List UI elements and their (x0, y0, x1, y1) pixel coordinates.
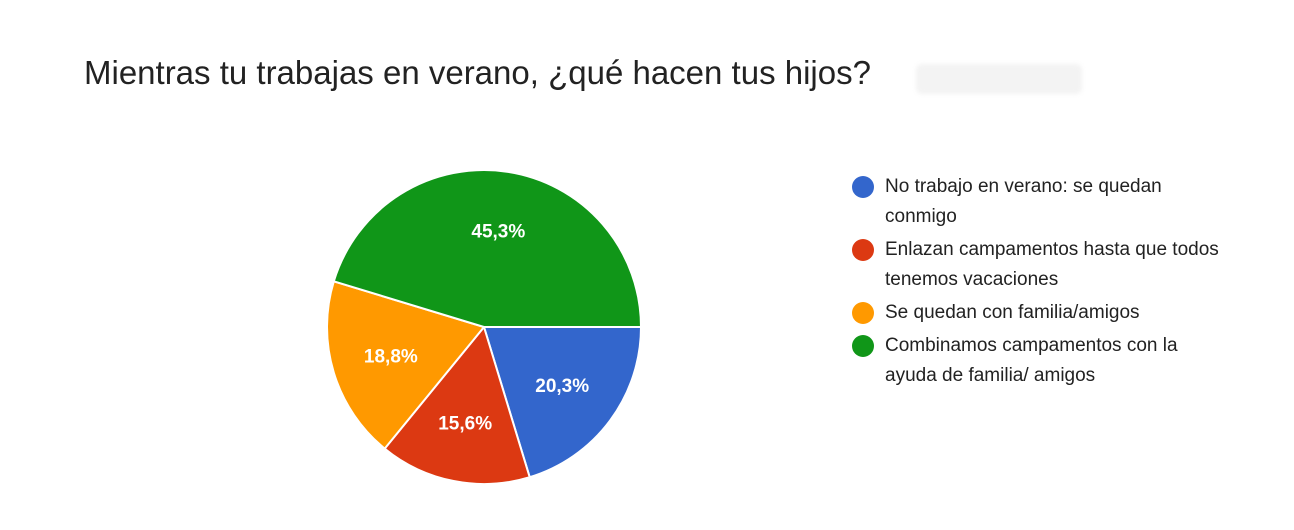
slice-value-label: 15,6% (438, 413, 492, 434)
redacted-area (916, 64, 1082, 94)
legend-swatch-icon (852, 302, 874, 324)
slice-value-label: 45,3% (471, 222, 525, 243)
pie-slice[interactable] (383, 324, 531, 485)
legend-label: Enlazan campamentos hasta que todos tene… (885, 239, 1219, 290)
pie-slice[interactable] (482, 326, 643, 479)
legend-label: No trabajo en verano: se quedan conmigo (885, 176, 1162, 227)
legend-swatch-icon (852, 176, 874, 198)
legend-item[interactable]: Se quedan con familia/amigos (852, 298, 1232, 328)
legend-swatch-icon (852, 335, 874, 357)
legend-item[interactable]: Enlazan campamentos hasta que todos tene… (852, 235, 1232, 295)
chart-title: Mientras tu trabajas en verano, ¿qué hac… (84, 54, 871, 91)
slice-value-label: 18,8% (364, 346, 418, 367)
legend: No trabajo en verano: se quedan conmigo … (852, 172, 1232, 394)
legend-label: Combinamos campamentos con la ayuda de f… (885, 335, 1178, 386)
pie-slice[interactable] (332, 169, 643, 328)
pie-slice[interactable] (326, 280, 486, 451)
legend-swatch-icon (852, 239, 874, 261)
legend-item[interactable]: No trabajo en verano: se quedan conmigo (852, 172, 1232, 232)
slice-value-label: 20,3% (535, 376, 589, 397)
legend-label: Se quedan con familia/amigos (885, 302, 1140, 323)
legend-item[interactable]: Combinamos campamentos con la ayuda de f… (852, 331, 1232, 391)
